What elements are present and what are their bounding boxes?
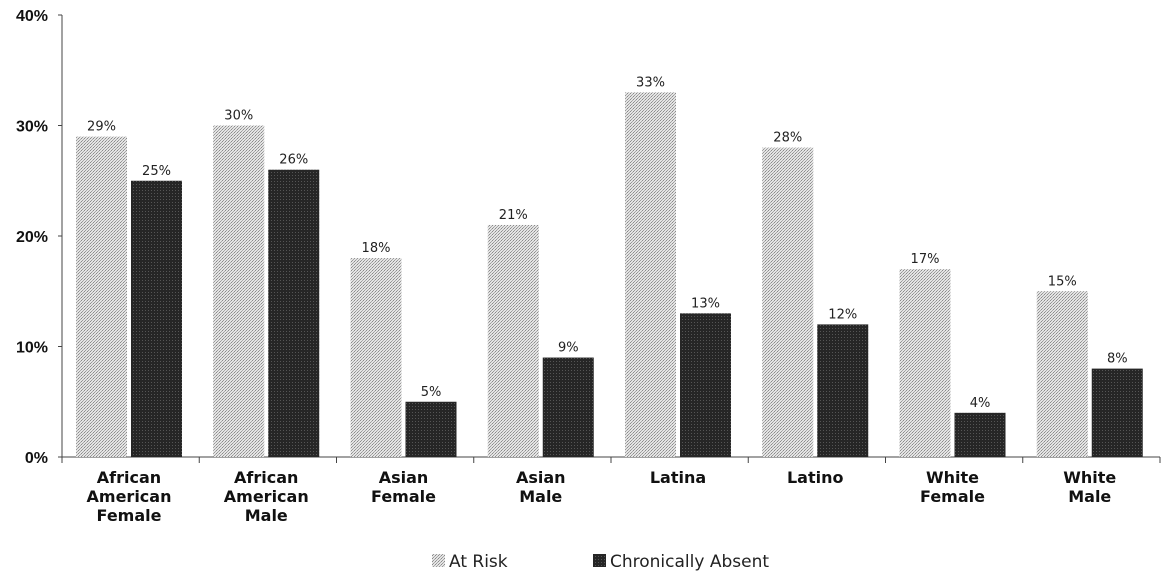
bar (680, 313, 731, 457)
data-label: 15% (1048, 274, 1077, 289)
data-label: 30% (224, 109, 253, 124)
data-label: 29% (87, 120, 116, 135)
legend-label: At Risk (449, 552, 508, 572)
y-tick-label: 0% (25, 450, 48, 467)
legend-label: Chronically Absent (610, 552, 769, 572)
x-tick-label: African American Female (87, 468, 172, 525)
y-tick-label: 40% (16, 8, 48, 25)
data-label: 17% (911, 252, 940, 267)
y-tick-label: 10% (16, 340, 48, 357)
x-tick-label: Asian Female (371, 468, 436, 506)
x-tick-label: Latina (650, 468, 706, 487)
legend: At Risk Chronically Absent (432, 552, 769, 572)
data-label: 5% (421, 385, 442, 400)
data-label: 12% (828, 307, 857, 322)
legend-swatch (593, 554, 606, 567)
data-label: 13% (691, 296, 720, 311)
bar (762, 147, 814, 457)
data-label: 28% (773, 131, 802, 146)
data-label: 25% (142, 164, 171, 179)
x-tick-label: Latino (787, 468, 844, 487)
x-tick-label: Asian Male (516, 468, 566, 506)
bar (954, 412, 1006, 457)
y-tick-label: 30% (16, 119, 48, 136)
bar (131, 180, 182, 457)
x-tick-label: White Male (1063, 468, 1116, 506)
bar (817, 324, 869, 457)
legend-swatch (432, 554, 445, 567)
bar (268, 169, 320, 457)
bar (213, 125, 265, 457)
x-tick-label: White Female (920, 468, 985, 506)
data-label: 33% (636, 75, 665, 90)
y-tick-labels: 0% 10% 20% 30% 40% (16, 8, 48, 467)
data-label: 26% (279, 153, 308, 168)
data-label: 4% (970, 396, 991, 411)
bar (350, 258, 402, 457)
x-tick-labels: African American Female African American Male… (87, 468, 1117, 525)
data-label: 8% (1107, 352, 1128, 367)
bar (542, 357, 594, 457)
bar (76, 136, 127, 458)
data-labels: 29% 30% 18% 21% 33% 28% 17% 15% 25% 26% 5% 9% 13% 12%… (87, 75, 1128, 410)
data-label: 18% (362, 241, 391, 256)
bar (625, 92, 676, 457)
bars (76, 92, 1143, 458)
bar (1091, 368, 1143, 457)
bar (487, 224, 539, 457)
bar (405, 401, 457, 457)
bar (1036, 291, 1088, 457)
y-tick-label: 20% (16, 229, 48, 246)
data-label: 9% (558, 341, 579, 356)
x-tick-label: African American Male (224, 468, 309, 525)
data-label: 21% (499, 208, 528, 223)
bar (899, 269, 951, 457)
